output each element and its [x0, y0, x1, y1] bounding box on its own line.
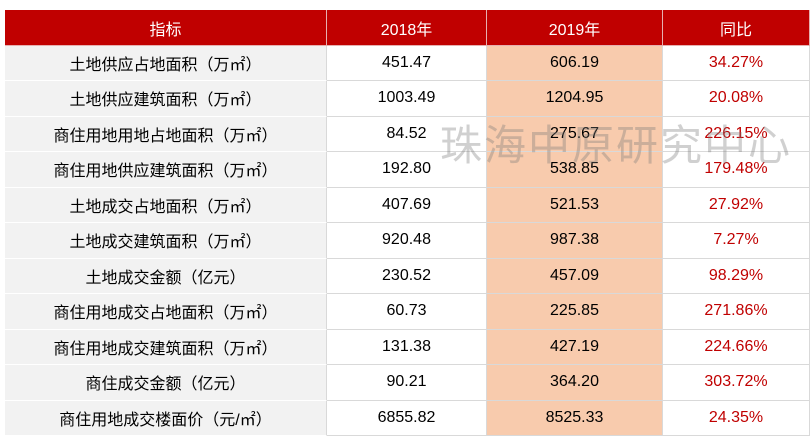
table-cell: 271.86% — [663, 294, 810, 330]
header-cell: 同比 — [663, 10, 810, 46]
header-row: 指标 2018年 2019年 同比 — [5, 10, 810, 46]
table-cell: 987.38 — [487, 223, 663, 259]
table-row: 商住用地供应建筑面积（万㎡） 192.80 538.85 179.48% — [5, 152, 810, 188]
row-label: 土地成交占地面积（万㎡） — [5, 187, 327, 223]
table-cell: 230.52 — [327, 258, 487, 294]
row-label: 土地成交金额（亿元） — [5, 258, 327, 294]
header-cell: 指标 — [5, 10, 327, 46]
table-row: 商住成交金额（亿元） 90.21 364.20 303.72% — [5, 365, 810, 401]
row-label: 土地供应占地面积（万㎡） — [5, 45, 327, 81]
table-row: 商住用地成交建筑面积（万㎡） 131.38 427.19 224.66% — [5, 329, 810, 365]
table-cell: 179.48% — [663, 152, 810, 188]
table-cell: 225.85 — [487, 294, 663, 330]
table-cell: 407.69 — [327, 187, 487, 223]
data-table: 指标 2018年 2019年 同比 土地供应占地面积（万㎡） 451.47 606.19 34… — [5, 10, 810, 436]
table-row: 土地供应占地面积（万㎡） 451.47 606.19 34.27% — [5, 45, 810, 81]
table-row: 商住用地成交楼面价（元/㎡） 6855.82 8525.33 24.35% — [5, 400, 810, 436]
table-row: 土地成交占地面积（万㎡） 407.69 521.53 27.92% — [5, 187, 810, 223]
table-cell: 538.85 — [487, 152, 663, 188]
table-cell: 8525.33 — [487, 400, 663, 436]
row-label: 商住用地成交建筑面积（万㎡） — [5, 329, 327, 365]
row-label: 土地供应建筑面积（万㎡） — [5, 81, 327, 117]
table-cell: 606.19 — [487, 45, 663, 81]
table-cell: 303.72% — [663, 365, 810, 401]
table-cell: 920.48 — [327, 223, 487, 259]
row-label: 商住成交金额（亿元） — [5, 365, 327, 401]
header-cell: 2019年 — [487, 10, 663, 46]
table-cell: 6855.82 — [327, 400, 487, 436]
table-cell: 60.73 — [327, 294, 487, 330]
table-cell: 24.35% — [663, 400, 810, 436]
table-cell: 275.67 — [487, 116, 663, 152]
table-cell: 27.92% — [663, 187, 810, 223]
table-row: 商住用地用地占地面积（万㎡） 84.52 275.67 226.15% — [5, 116, 810, 152]
row-label: 土地成交建筑面积（万㎡） — [5, 223, 327, 259]
table-cell: 98.29% — [663, 258, 810, 294]
table-row: 土地成交金额（亿元） 230.52 457.09 98.29% — [5, 258, 810, 294]
table-row: 土地成交建筑面积（万㎡） 920.48 987.38 7.27% — [5, 223, 810, 259]
table-row: 商住用地成交占地面积（万㎡） 60.73 225.85 271.86% — [5, 294, 810, 330]
table-cell: 7.27% — [663, 223, 810, 259]
table-cell: 427.19 — [487, 329, 663, 365]
header-cell: 2018年 — [327, 10, 487, 46]
table-cell: 1204.95 — [487, 81, 663, 117]
row-label: 商住用地成交楼面价（元/㎡） — [5, 400, 327, 436]
table-cell: 521.53 — [487, 187, 663, 223]
row-label: 商住用地用地占地面积（万㎡） — [5, 116, 327, 152]
table-cell: 131.38 — [327, 329, 487, 365]
table-cell: 192.80 — [327, 152, 487, 188]
table-cell: 457.09 — [487, 258, 663, 294]
table-cell: 226.15% — [663, 116, 810, 152]
table-cell: 84.52 — [327, 116, 487, 152]
table-cell: 364.20 — [487, 365, 663, 401]
table-cell: 451.47 — [327, 45, 487, 81]
table-cell: 1003.49 — [327, 81, 487, 117]
row-label: 商住用地成交占地面积（万㎡） — [5, 294, 327, 330]
table-cell: 224.66% — [663, 329, 810, 365]
table-cell: 20.08% — [663, 81, 810, 117]
table-row: 土地供应建筑面积（万㎡） 1003.49 1204.95 20.08% — [5, 81, 810, 117]
row-label: 商住用地供应建筑面积（万㎡） — [5, 152, 327, 188]
table-cell: 34.27% — [663, 45, 810, 81]
table-cell: 90.21 — [327, 365, 487, 401]
